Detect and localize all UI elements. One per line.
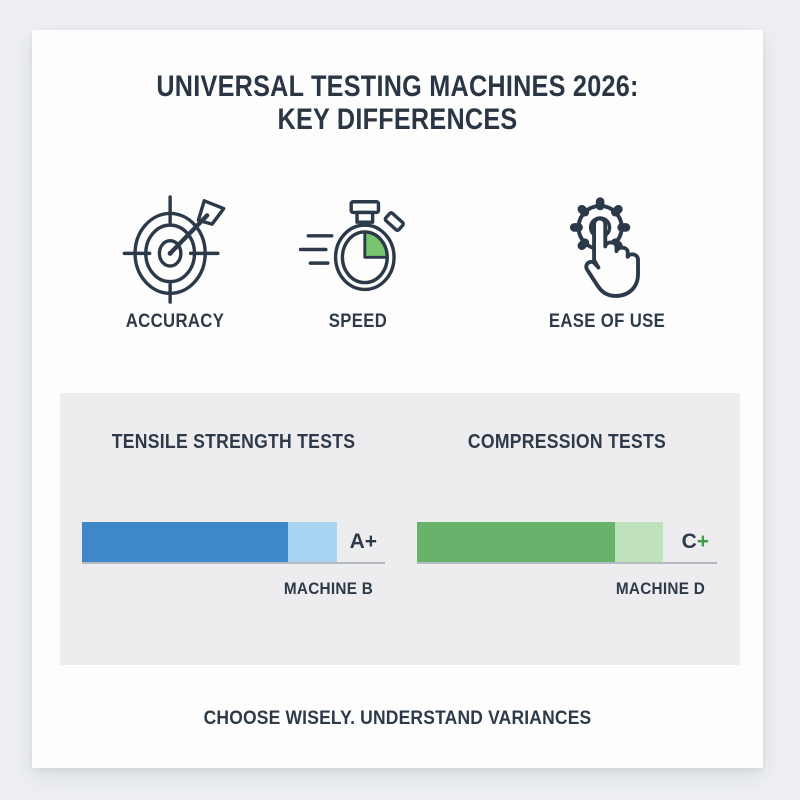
chart-tensile-strength: TENSILE STRENGTH TESTS A+ MACHINE B (82, 393, 385, 665)
bar-segment-secondary (288, 522, 337, 562)
grade-letter: A (349, 530, 365, 553)
infographic-card: UNIVERSAL TESTING MACHINES 2026: KEY DIF… (32, 30, 763, 768)
bar-segment-primary (82, 522, 289, 562)
axis-baseline (82, 562, 385, 564)
grade-plus: + (364, 530, 377, 553)
title-line-2: KEY DIFFERENCES (277, 103, 518, 136)
axis-baseline (417, 562, 717, 564)
feature-label: ACCURACY (125, 311, 225, 332)
chart-compression: COMPRESSION TESTS C+ MACHINE D (417, 393, 717, 665)
feature-speed: SPEED (273, 193, 443, 333)
bar-track (417, 522, 717, 562)
grade-plus: + (696, 530, 709, 553)
stopwatch-icon (298, 200, 405, 292)
bar-segment-secondary (615, 522, 663, 562)
machine-label: MACHINE D (615, 579, 705, 598)
gear-tap-icon (569, 197, 640, 298)
feature-accuracy: ACCURACY (90, 193, 260, 333)
title-line-1: UNIVERSAL TESTING MACHINES 2026: (156, 70, 639, 103)
feature-label: EASE OF USE (548, 311, 666, 332)
chart-title: COMPRESSION TESTS (467, 431, 667, 453)
feature-ease-of-use: EASE OF USE (522, 193, 692, 333)
grade-letter: C (681, 530, 697, 553)
target-arrow-icon (122, 195, 226, 304)
grade-badge: A+ (350, 522, 377, 562)
chart-title: TENSILE STRENGTH TESTS (111, 431, 356, 453)
machine-label: MACHINE B (283, 579, 373, 598)
bar-segment-primary (417, 522, 615, 562)
page-title: UNIVERSAL TESTING MACHINES 2026: KEY DIF… (90, 70, 704, 136)
footer-note: CHOOSE WISELY. UNDERSTAND VARIANCES (203, 708, 592, 729)
bar-track (82, 522, 385, 562)
grade-badge: C+ (682, 522, 709, 562)
comparison-panel: TENSILE STRENGTH TESTS A+ MACHINE B COMP… (60, 393, 740, 665)
feature-label: SPEED (328, 311, 388, 332)
